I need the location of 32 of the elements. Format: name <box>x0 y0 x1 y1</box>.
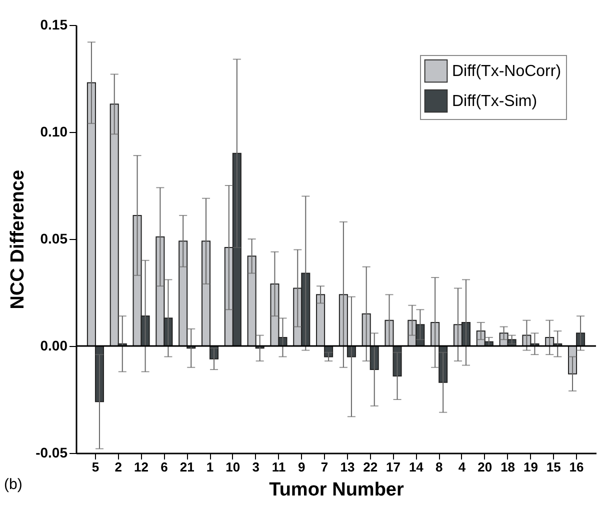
x-tick-label: 7 <box>320 460 328 474</box>
x-tick-label: 6 <box>160 460 168 474</box>
x-tick-label: 5 <box>92 460 100 474</box>
x-tick-label: 3 <box>252 460 260 474</box>
x-tick-label: 11 <box>272 460 286 474</box>
text: (b) <box>4 476 22 493</box>
x-tick-label: 14 <box>408 460 424 474</box>
x-tick-label: 15 <box>546 460 561 474</box>
x-tick-label: 12 <box>134 460 149 474</box>
x-tick-label: 13 <box>340 460 355 474</box>
x-tick-label: 9 <box>298 460 306 474</box>
x-tick-label: 17 <box>386 460 401 474</box>
x-tick-label: 8 <box>435 460 443 474</box>
x-tick-label: 1 <box>206 460 214 474</box>
x-axis-title: Tumor Number <box>269 480 404 500</box>
legend-label: Diff(Tx-NoCorr) <box>452 63 562 80</box>
x-tick-label: 19 <box>523 460 538 474</box>
y-tick-label: 0.15 <box>40 16 68 32</box>
y-tick-label: 0.10 <box>40 124 68 140</box>
y-axis-title: NCC Difference <box>8 170 29 310</box>
y-tick-label: 0.05 <box>40 230 68 246</box>
x-tick-label: 16 <box>569 460 584 474</box>
x-tick-label: 20 <box>478 460 492 474</box>
x-tick-label: 21 <box>180 460 194 474</box>
x-tick-label: 4 <box>458 460 466 474</box>
legend-label: Diff(Tx-Sim) <box>452 93 538 110</box>
x-tick-label: 2 <box>114 460 122 474</box>
y-tick-label: 0.00 <box>40 338 68 354</box>
x-tick-label: 22 <box>363 460 378 474</box>
x-tick-label: 10 <box>226 460 240 474</box>
y-tick-label: -0.05 <box>36 444 68 460</box>
x-tick-label: 18 <box>500 460 516 474</box>
